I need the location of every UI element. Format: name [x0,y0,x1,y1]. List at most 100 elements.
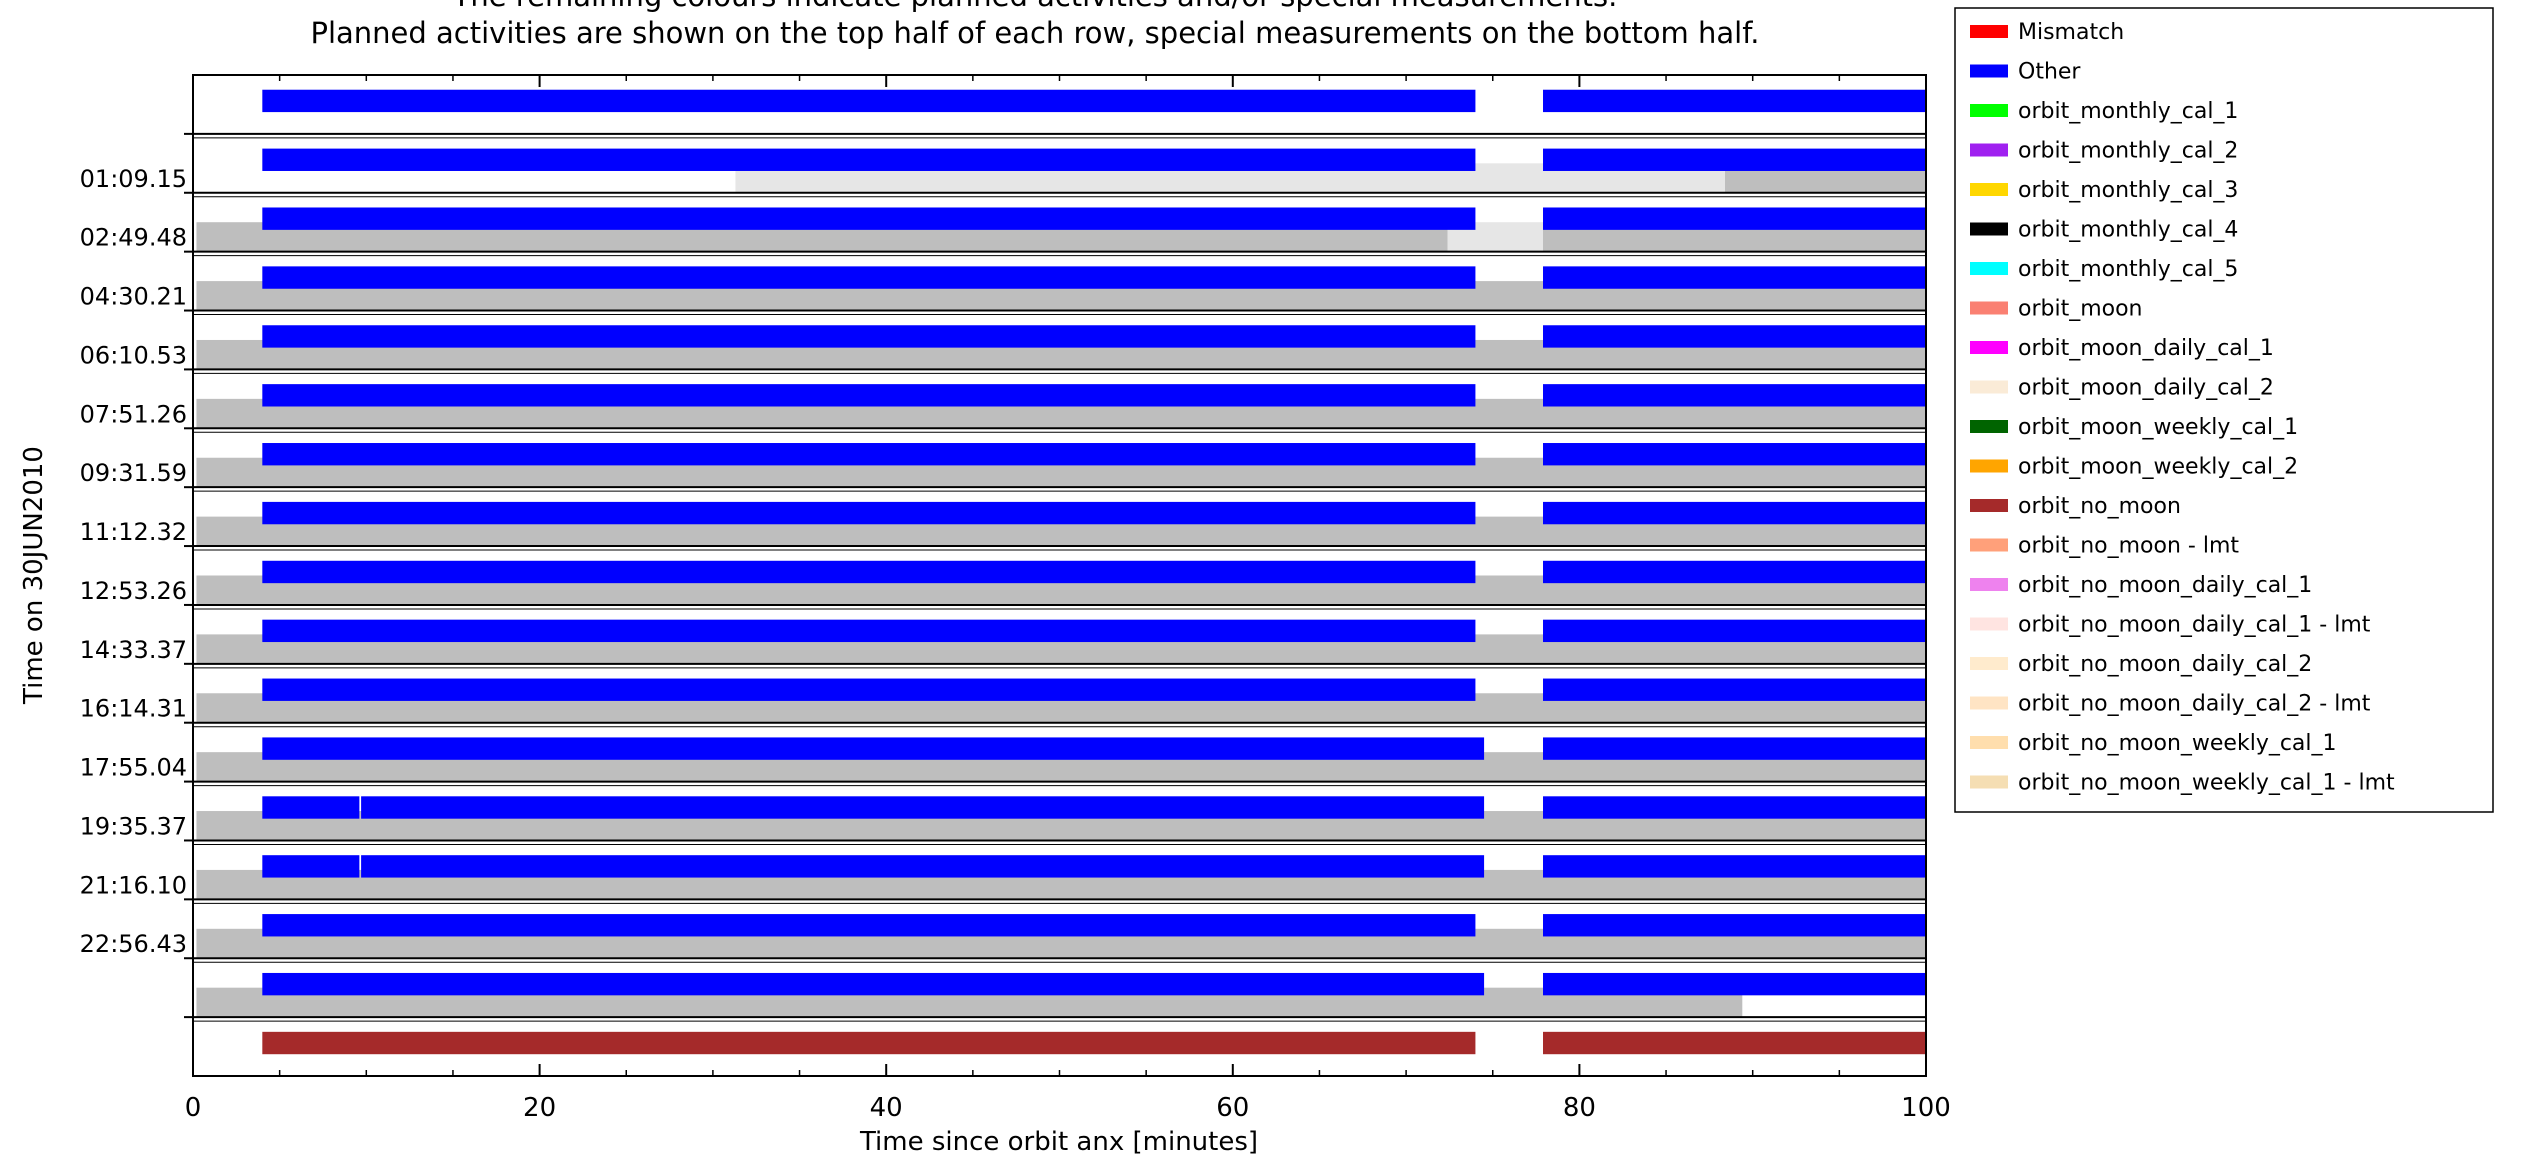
activity-bar-row-1-0 [262,148,1476,171]
legend-label-17: orbit_no_moon_daily_cal_2 - lmt [2018,692,2371,717]
activity-bar-row-6-1 [1543,443,1926,466]
legend-swatch-9 [1970,380,2008,394]
activity-bars [196,89,1926,1055]
legend-swatch-1 [1970,64,2008,78]
x-tick-label-3: 60 [1216,1093,1249,1123]
activity-bar-row-13-2 [1543,855,1926,878]
legend-swatch-0 [1970,25,2008,38]
activity-bar-row-8-0 [262,560,1476,584]
x-tick-label-2: 40 [870,1093,903,1123]
legend-swatch-13 [1970,538,2008,552]
activity-bar-row-13-1 [361,855,1485,878]
activity-bar-row-12-0 [262,796,360,819]
legend-label-1: Other [2018,60,2081,85]
activity-bar-row-9-0 [262,619,1476,643]
legend-label-14: orbit_no_moon_daily_cal_1 [2018,573,2312,598]
x-axis-label: Time since orbit anx [minutes] [859,1127,1258,1157]
row-label-12: 17:55.04 [80,754,187,782]
x-tick-label-4: 80 [1563,1093,1596,1123]
activity-bar-row-9-1 [1543,619,1926,643]
legend-swatch-6 [1970,262,2008,275]
legend-label-2: orbit_monthly_cal_1 [2018,99,2238,124]
legend-label-18: orbit_no_moon_weekly_cal_1 [2018,731,2337,756]
chart-title: The remaining colours indicate planned a… [310,0,1759,50]
x-tick-label-5: 100 [1901,1093,1951,1123]
legend-swatch-11 [1970,459,2008,473]
activity-bar-row-15-1 [1543,972,1926,996]
activity-bar-row-5-1 [1543,384,1926,407]
legend-swatch-4 [1970,183,2008,196]
legend: Mismatch Other orbit_monthly_cal_1 orbit_mo… [1954,7,2494,813]
activity-bar-row-16-1 [1543,1031,1926,1055]
row-label-15: 22:56.43 [80,930,187,958]
activity-bar-row-4-1 [1543,325,1926,348]
row-label-9: 12:53.26 [80,577,187,605]
y-axis-label: Time on 30JUN2010 [19,446,49,705]
legend-label-7: orbit_moon [2018,297,2143,322]
row-label-2: 01:09.15 [80,165,187,193]
row-label-5: 06:10.53 [80,341,187,369]
legend-label-9: orbit_moon_daily_cal_2 [2018,376,2274,401]
row-label-8: 11:12.32 [80,518,187,546]
row-label-3: 02:49.48 [80,224,187,252]
row-label-11: 16:14.31 [80,695,187,723]
activity-bar-row-3-0 [262,266,1476,289]
legend-label-11: orbit_moon_weekly_cal_2 [2018,455,2298,480]
title-line-2: Planned activities are shown on the top … [310,16,1759,50]
legend-label-13: orbit_no_moon - lmt [2018,534,2239,559]
legend-label-19: orbit_no_moon_weekly_cal_1 - lmt [2018,771,2395,796]
legend-swatch-3 [1970,143,2008,157]
activity-bar-row-16-0 [262,1031,1476,1055]
activity-bar-row-3-1 [1543,266,1926,289]
activity-bar-row-10-0 [262,678,1476,701]
activity-bar-row-11-1 [1543,737,1926,760]
legend-swatch-10 [1970,420,2008,433]
activity-bar-row-13-0 [262,855,360,878]
activity-bar-row-14-1 [1543,914,1926,937]
activity-bar-row-10-1 [1543,678,1926,701]
activity-bar-row-7-0 [262,501,1476,525]
legend-swatch-14 [1970,578,2008,591]
activity-bar-row-1-1 [1543,148,1926,171]
legend-label-8: orbit_moon_daily_cal_1 [2018,336,2274,361]
activity-bar-row-4-0 [262,325,1476,348]
legend-swatch-17 [1970,696,2008,710]
legend-label-5: orbit_monthly_cal_4 [2018,218,2238,243]
legend-swatch-15 [1970,617,2008,631]
title-line-1: The remaining colours indicate planned a… [452,0,1618,13]
activity-bar-row-15-0 [262,972,1485,996]
activity-bar-row-5-0 [262,384,1476,407]
legend-swatch-5 [1970,222,2008,236]
row-label-13: 19:35.37 [80,812,187,840]
row-separators [184,132,1926,1022]
activity-bar-row-6-0 [262,443,1476,466]
legend-swatch-7 [1970,301,2008,315]
legend-label-16: orbit_no_moon_daily_cal_2 [2018,652,2312,677]
legend-label-0: Mismatch [2018,20,2124,45]
activity-bar-row-0-0 [262,89,1476,113]
activity-bar-row-7-1 [1543,501,1926,525]
legend-label-10: orbit_moon_weekly_cal_1 [2018,415,2298,440]
legend-swatch-16 [1970,657,2008,670]
legend-swatch-12 [1970,499,2008,512]
legend-swatch-19 [1970,775,2008,789]
row-label-6: 07:51.26 [80,400,187,428]
activity-bar-row-2-0 [262,207,1476,230]
x-tick-label-0: 0 [185,1093,202,1123]
legend-label-12: orbit_no_moon [2018,494,2181,519]
legend-label-6: orbit_monthly_cal_5 [2018,257,2238,282]
activity-bar-row-11-0 [262,737,1485,760]
x-axis-ticks: 0 20 40 60 80 100 [185,75,1951,1123]
legend-label-3: orbit_monthly_cal_2 [2018,139,2238,164]
row-time-labels: 01:09.15 02:49.48 04:30.21 06:10.53 07:51.26… [80,165,187,958]
legend-label-15: orbit_no_moon_daily_cal_1 - lmt [2018,613,2371,638]
activity-bar-row-12-2 [1543,796,1926,819]
activity-bar-row-14-0 [262,914,1476,937]
legend-swatch-2 [1970,104,2008,117]
row-label-7: 09:31.59 [80,459,187,487]
legend-frame [1954,7,2494,813]
activity-bar-row-0-1 [1543,89,1926,113]
row-label-14: 21:16.10 [80,871,187,899]
row-label-10: 14:33.37 [80,636,187,664]
